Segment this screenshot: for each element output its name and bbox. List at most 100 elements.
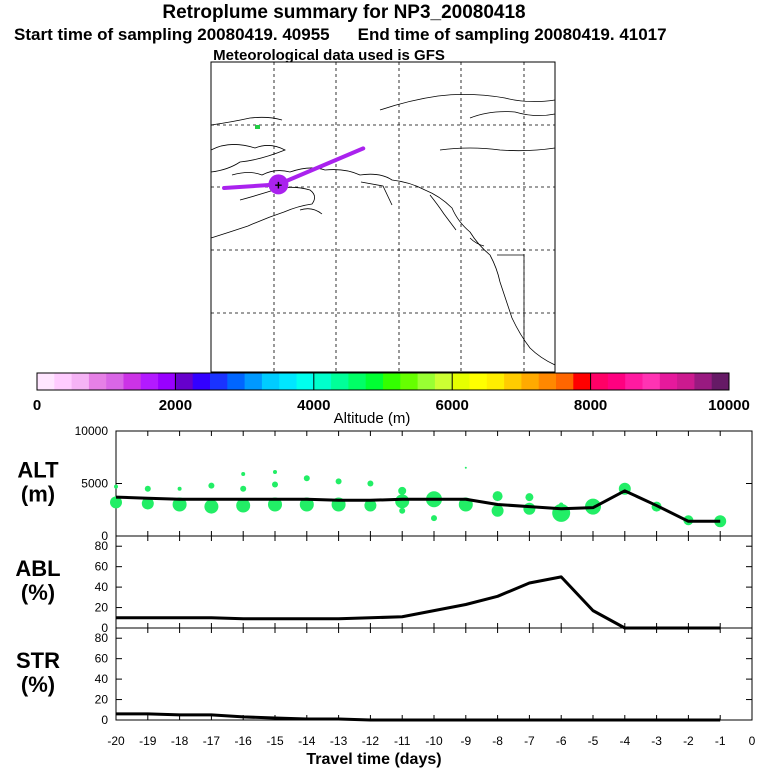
data-point <box>559 502 564 507</box>
data-point <box>268 497 282 512</box>
colorbar-tick-label: 10000 <box>708 397 750 414</box>
x-tick-label: -20 <box>107 734 125 748</box>
colorbar-swatch <box>279 373 297 390</box>
y-tick-label: 10000 <box>75 424 109 438</box>
y-tick-label: 5000 <box>81 477 108 491</box>
y-tick-label: 40 <box>95 672 109 686</box>
colorbar-title: Altitude (m) <box>334 410 411 427</box>
data-point <box>523 502 536 515</box>
colorbar-swatch <box>365 373 384 390</box>
x-tick-label: -17 <box>203 734 221 748</box>
map-frame <box>210 61 556 373</box>
colorbar-swatch <box>434 373 453 390</box>
colorbar-swatch <box>711 373 730 390</box>
colorbar-swatch <box>175 373 194 390</box>
data-point <box>240 485 247 492</box>
colorbar-swatch <box>296 373 315 390</box>
data-point <box>335 478 342 485</box>
data-point <box>552 503 571 522</box>
y-axis-label: (%) <box>21 672 55 697</box>
colorbar-tick-label: 2000 <box>159 397 192 414</box>
y-tick-label: 60 <box>95 560 109 574</box>
x-tick-label: -11 <box>394 734 411 748</box>
data-point <box>492 491 503 502</box>
colorbar-swatch <box>694 373 713 390</box>
colorbar-swatch <box>331 373 349 390</box>
panel-frame <box>115 627 753 721</box>
colorbar-swatch <box>469 373 488 390</box>
colorbar-swatch <box>313 373 332 390</box>
colorbar-swatch <box>140 373 159 390</box>
time-series-panels: 0500010000ALT(m)020406080ABL(%)020406080… <box>15 424 755 768</box>
data-point <box>236 498 251 513</box>
data-point <box>431 515 437 522</box>
y-tick-label: 80 <box>95 539 109 553</box>
data-point <box>110 496 122 509</box>
map-small-feature <box>255 125 260 129</box>
y-axis-label: (%) <box>21 580 55 605</box>
y-tick-label: 0 <box>101 621 108 635</box>
x-tick-label: -10 <box>425 734 443 748</box>
data-point <box>114 484 118 489</box>
y-tick-label: 20 <box>95 693 109 707</box>
series-line <box>115 489 721 523</box>
colorbar-ticks: 0 2000 4000 6000 8000 10000 <box>33 373 750 414</box>
met-data-label: Meteorological data used is GFS <box>213 47 445 64</box>
data-point <box>272 481 278 488</box>
x-tick-label: -19 <box>139 734 157 748</box>
colorbar-swatch <box>504 373 522 390</box>
data-point <box>395 494 410 509</box>
data-point <box>303 475 310 482</box>
data-point <box>525 493 534 502</box>
colorbar-swatch <box>244 373 263 390</box>
x-tick-label: -13 <box>330 734 348 748</box>
colorbar-tick-label: 6000 <box>436 397 469 414</box>
panel-altitude: 0 5000 10000 ALT(m) <box>17 424 753 543</box>
colorbar <box>36 372 730 391</box>
map-panel: + <box>210 61 556 373</box>
colorbar-swatch <box>538 373 557 390</box>
colorbar-swatch <box>625 373 643 390</box>
data-point <box>208 482 215 489</box>
data-point <box>177 486 182 491</box>
x-tick-label: -8 <box>492 734 503 748</box>
colorbar-swatch <box>642 373 661 390</box>
x-tick-label: -15 <box>266 734 284 748</box>
colorbar-swatch <box>54 373 73 390</box>
x-tick-label: -3 <box>651 734 662 748</box>
colorbar-swatch <box>556 373 574 390</box>
data-point <box>172 497 187 512</box>
colorbar-swatch <box>452 373 470 390</box>
x-tick-label: -18 <box>171 734 189 748</box>
y-tick-label: 0 <box>101 529 108 543</box>
plume-source-symbol: + <box>275 177 283 192</box>
series-line <box>116 575 721 630</box>
colorbar-swatch <box>88 373 107 390</box>
y-tick-label: 20 <box>95 601 109 615</box>
panel-abl: 0 20 40 60 80 ABL(%) <box>15 535 753 635</box>
x-tick-label: -2 <box>683 734 694 748</box>
colorbar-swatch <box>192 373 211 390</box>
chart-title: Retroplume summary for NP3_20080418 <box>162 2 526 23</box>
data-point <box>398 486 407 495</box>
end-time-label: End time of sampling 20080419. 41017 <box>357 25 667 44</box>
data-point <box>241 472 246 477</box>
y-tick-label: 0 <box>101 713 108 727</box>
colorbar-swatch <box>400 373 419 390</box>
y-axis-label: (m) <box>21 482 55 507</box>
colorbar-swatch <box>383 373 401 390</box>
data-point <box>364 499 377 512</box>
x-tick-label: -9 <box>460 734 471 748</box>
colorbar-swatch <box>210 373 228 390</box>
y-axis-label: ABL <box>15 556 60 581</box>
colorbar-tick-label: 4000 <box>297 397 330 414</box>
data-point <box>141 497 154 510</box>
map-coastlines <box>210 94 556 366</box>
x-tick-label: -16 <box>235 734 253 748</box>
colorbar-swatch <box>106 373 124 390</box>
x-tick-label: -6 <box>556 734 567 748</box>
colorbar-swatch <box>37 373 55 390</box>
x-tick-label: -12 <box>362 734 380 748</box>
